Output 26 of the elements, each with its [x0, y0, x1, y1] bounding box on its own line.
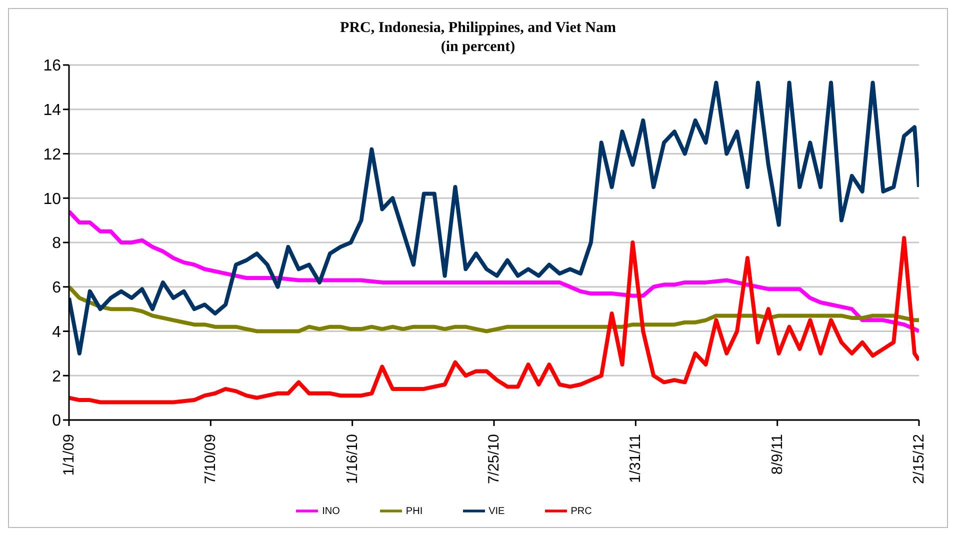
x-tick-label: 1/31/11	[627, 434, 644, 483]
x-tick-label: 2/15/12	[910, 434, 928, 484]
legend-label: PRC	[570, 506, 592, 517]
x-tick-label: 1/1/09	[60, 434, 78, 476]
y-tick-label: 12	[43, 146, 62, 164]
legend-label: PHI	[406, 506, 423, 517]
line-series	[69, 209, 919, 334]
y-tick-label: 2	[52, 368, 62, 386]
y-tick-label: 4	[52, 324, 62, 341]
y-tick-label: 10	[43, 190, 62, 208]
x-tick-label: 7/25/10	[486, 434, 502, 484]
y-tick-label: 0	[52, 412, 62, 430]
chart-title: PRC, Indonesia, Philippines, and Viet Nam	[339, 19, 617, 38]
line-series	[69, 236, 919, 404]
line-series	[69, 80, 919, 356]
x-tick-label: 8/9/11	[768, 434, 786, 475]
y-tick-label: 14	[43, 102, 62, 120]
y-tick-label: 6	[52, 280, 62, 297]
y-tick-label: 16	[43, 58, 62, 75]
chart-subtitle: (in percent)	[440, 38, 516, 57]
legend-label: VIE	[488, 506, 505, 517]
line-series	[69, 284, 919, 334]
y-tick-label: 8	[52, 235, 62, 252]
legend-label: INO	[322, 506, 340, 517]
x-tick-label: 1/16/10	[344, 434, 361, 484]
x-tick-label: 7/10/09	[202, 434, 220, 484]
